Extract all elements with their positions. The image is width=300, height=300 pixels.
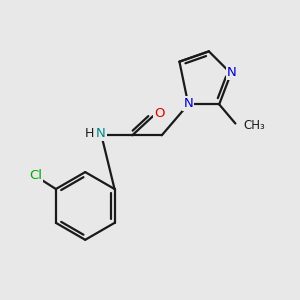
Text: H: H <box>85 127 94 140</box>
Text: N: N <box>227 66 236 80</box>
Text: O: O <box>154 107 165 120</box>
Text: CH₃: CH₃ <box>244 119 266 132</box>
Text: N: N <box>96 127 106 140</box>
Text: N: N <box>183 97 193 110</box>
Text: Cl: Cl <box>29 169 42 182</box>
